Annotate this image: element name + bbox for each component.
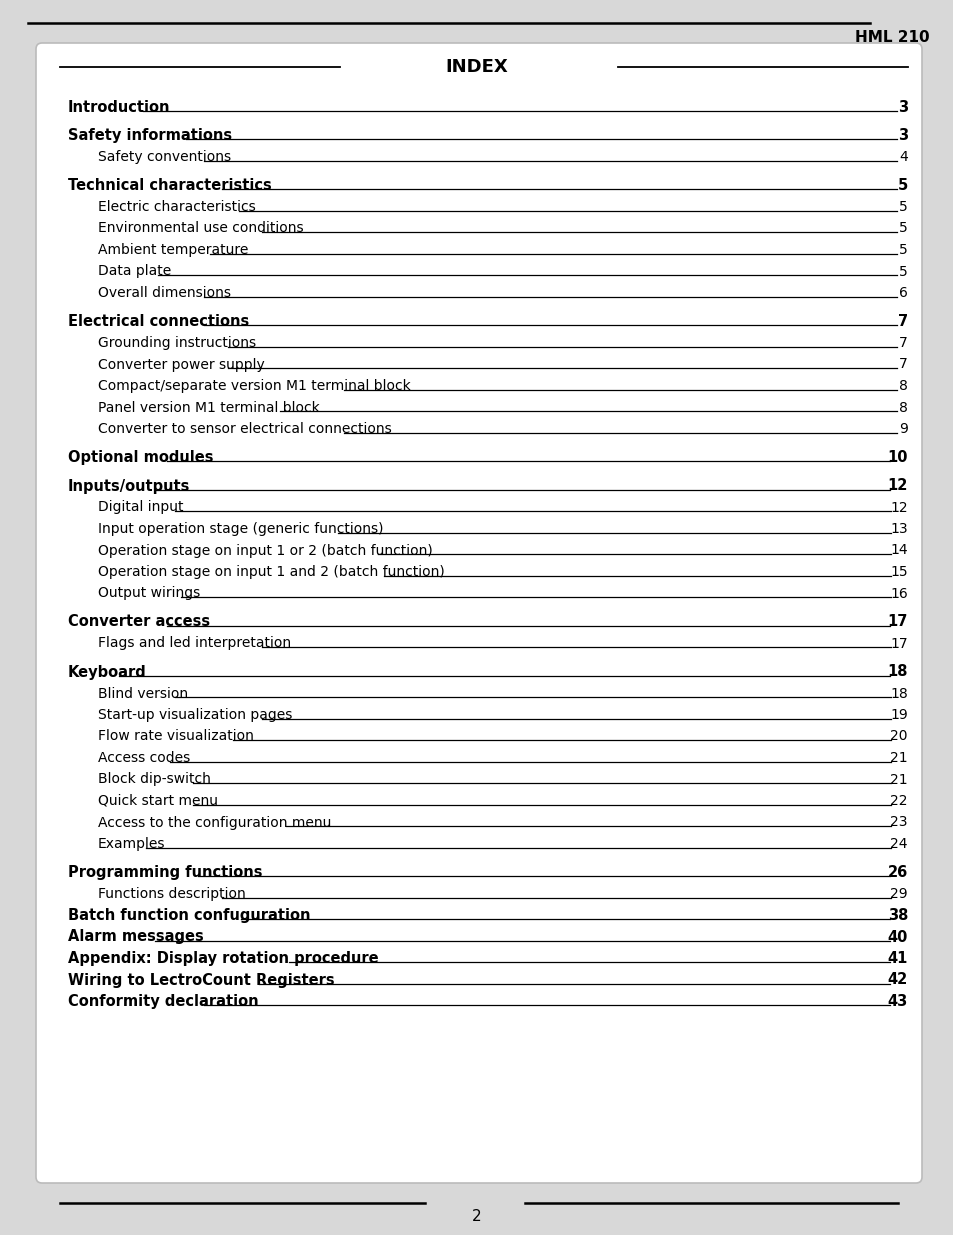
Text: Alarm messages: Alarm messages <box>68 930 204 945</box>
Text: 8: 8 <box>898 400 907 415</box>
Text: 5: 5 <box>899 221 907 236</box>
Text: Output wirings: Output wirings <box>98 587 200 600</box>
Text: Safety conventions: Safety conventions <box>98 149 231 164</box>
Text: INDEX: INDEX <box>445 58 508 77</box>
Text: Operation stage on input 1 and 2 (batch function): Operation stage on input 1 and 2 (batch … <box>98 564 444 579</box>
Text: HML 210: HML 210 <box>855 30 929 44</box>
Text: 12: 12 <box>886 478 907 494</box>
Text: 5: 5 <box>899 243 907 257</box>
Text: Keyboard: Keyboard <box>68 664 147 679</box>
Text: 5: 5 <box>899 264 907 279</box>
Text: Introduction: Introduction <box>68 100 171 115</box>
Text: 22: 22 <box>889 794 907 808</box>
Text: 17: 17 <box>889 636 907 651</box>
Text: 9: 9 <box>898 422 907 436</box>
Text: Quick start menu: Quick start menu <box>98 794 218 808</box>
Text: Operation stage on input 1 or 2 (batch function): Operation stage on input 1 or 2 (batch f… <box>98 543 433 557</box>
Text: 7: 7 <box>899 336 907 350</box>
Text: Compact/separate version M1 terminal block: Compact/separate version M1 terminal blo… <box>98 379 411 393</box>
Text: Data plate: Data plate <box>98 264 172 279</box>
Text: 24: 24 <box>889 837 907 851</box>
Text: 6: 6 <box>898 287 907 300</box>
Text: Functions description: Functions description <box>98 887 246 902</box>
Text: 5: 5 <box>899 200 907 214</box>
Text: 10: 10 <box>886 450 907 466</box>
Text: 13: 13 <box>889 522 907 536</box>
Text: 21: 21 <box>889 751 907 764</box>
Text: Safety informations: Safety informations <box>68 128 232 143</box>
Text: Converter to sensor electrical connections: Converter to sensor electrical connectio… <box>98 422 392 436</box>
Text: Inputs/outputs: Inputs/outputs <box>68 478 191 494</box>
Text: Overall dimensions: Overall dimensions <box>98 287 231 300</box>
Text: Technical characteristics: Technical characteristics <box>68 178 272 193</box>
Text: Blind version: Blind version <box>98 687 188 700</box>
Text: Programming functions: Programming functions <box>68 864 262 881</box>
Text: 14: 14 <box>889 543 907 557</box>
Text: 42: 42 <box>887 972 907 988</box>
Text: Start-up visualization pages: Start-up visualization pages <box>98 708 292 722</box>
Text: 15: 15 <box>889 564 907 579</box>
FancyBboxPatch shape <box>36 43 921 1183</box>
Text: 18: 18 <box>889 687 907 700</box>
Text: Access codes: Access codes <box>98 751 190 764</box>
Text: Block dip-switch: Block dip-switch <box>98 773 211 787</box>
Text: Appendix: Display rotation procedure: Appendix: Display rotation procedure <box>68 951 378 966</box>
Text: Input operation stage (generic functions): Input operation stage (generic functions… <box>98 522 383 536</box>
Text: Converter access: Converter access <box>68 615 210 630</box>
Text: Examples: Examples <box>98 837 165 851</box>
Text: 8: 8 <box>898 379 907 393</box>
Text: Electric characteristics: Electric characteristics <box>98 200 255 214</box>
Text: Environmental use conditions: Environmental use conditions <box>98 221 303 236</box>
Text: Ambient temperature: Ambient temperature <box>98 243 248 257</box>
Text: 3: 3 <box>897 128 907 143</box>
Text: 20: 20 <box>889 730 907 743</box>
Text: 19: 19 <box>889 708 907 722</box>
Text: 7: 7 <box>899 357 907 372</box>
Text: Flags and led interpretation: Flags and led interpretation <box>98 636 291 651</box>
Text: 43: 43 <box>887 994 907 1009</box>
Text: Flow rate visualization: Flow rate visualization <box>98 730 253 743</box>
Text: 41: 41 <box>886 951 907 966</box>
Text: Batch function confuguration: Batch function confuguration <box>68 908 310 923</box>
Text: Conformity declaration: Conformity declaration <box>68 994 258 1009</box>
Text: 26: 26 <box>887 864 907 881</box>
Text: 3: 3 <box>897 100 907 115</box>
Text: Panel version M1 terminal block: Panel version M1 terminal block <box>98 400 319 415</box>
Text: Access to the configuration menu: Access to the configuration menu <box>98 815 331 830</box>
Text: Wiring to LectroCount Registers: Wiring to LectroCount Registers <box>68 972 335 988</box>
Text: 23: 23 <box>889 815 907 830</box>
Text: Grounding instructions: Grounding instructions <box>98 336 255 350</box>
Text: 5: 5 <box>897 178 907 193</box>
Text: 18: 18 <box>886 664 907 679</box>
Text: 16: 16 <box>889 587 907 600</box>
Text: Converter power supply: Converter power supply <box>98 357 265 372</box>
Text: 12: 12 <box>889 500 907 515</box>
Text: 38: 38 <box>886 908 907 923</box>
Text: 29: 29 <box>889 887 907 902</box>
Text: Optional modules: Optional modules <box>68 450 213 466</box>
Text: Digital input: Digital input <box>98 500 183 515</box>
Text: Electrical connections: Electrical connections <box>68 314 249 329</box>
Text: 17: 17 <box>886 615 907 630</box>
Text: 7: 7 <box>897 314 907 329</box>
Text: 2: 2 <box>472 1209 481 1224</box>
Text: 4: 4 <box>899 149 907 164</box>
Text: 21: 21 <box>889 773 907 787</box>
Text: 40: 40 <box>886 930 907 945</box>
